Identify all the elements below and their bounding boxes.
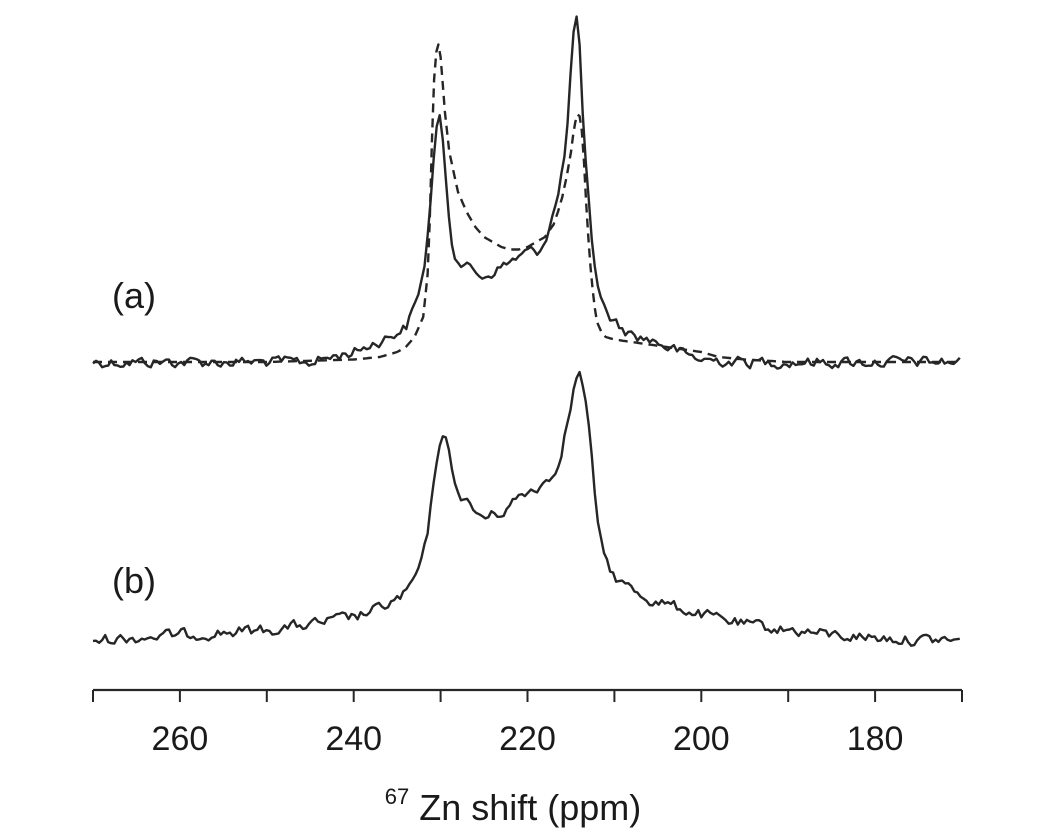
x-tick-label: 220 — [499, 720, 556, 758]
panel-label-b: (b) — [112, 560, 156, 601]
x-tick-label: 240 — [325, 720, 382, 758]
x-axis-label: 67 Zn shift (ppm) — [385, 771, 642, 828]
x-tick-label: 260 — [152, 720, 209, 758]
x-tick-label: 180 — [847, 720, 904, 758]
spectrum-a-dashed-line — [93, 43, 962, 364]
spectrum-traces — [92, 15, 962, 647]
spectrum-b-solid-line — [92, 370, 960, 647]
panel-label-a: (a) — [112, 275, 156, 316]
spectrum-a-solid-line — [92, 15, 961, 370]
x-axis-label-text: Zn shift (ppm) — [419, 787, 641, 828]
x-axis-ticks: 260 240 220 200 180 — [92, 690, 963, 758]
x-axis-label-superscript: 67 — [385, 784, 409, 809]
x-tick-label: 200 — [673, 720, 730, 758]
